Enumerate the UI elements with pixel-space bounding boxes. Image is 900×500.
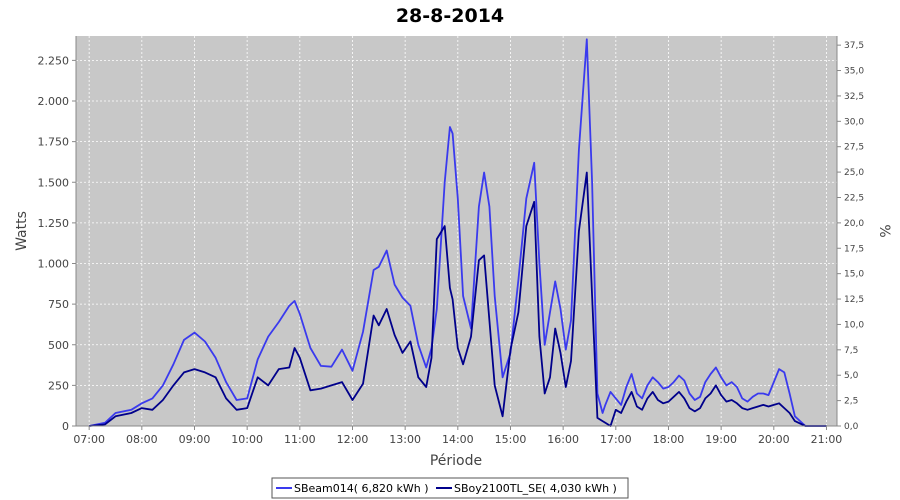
x-tick-label: 10:00	[231, 433, 263, 446]
x-tick-label: 15:00	[495, 433, 527, 446]
x-tick-label: 18:00	[653, 433, 685, 446]
y2-tick-label: 32,5	[844, 92, 864, 102]
y2-tick-label: 5,0	[844, 371, 859, 381]
x-tick-label: 07:00	[73, 433, 105, 446]
y2-tick-label: 22,5	[844, 193, 864, 203]
x-axis-label: Période	[430, 453, 482, 469]
y-tick-label: 1.750	[38, 136, 70, 149]
y-axis-label: Watts	[14, 211, 30, 251]
x-tick-label: 11:00	[284, 433, 316, 446]
x-tick-label: 13:00	[389, 433, 421, 446]
legend-label: SBeam014( 6,820 kWh )	[294, 482, 429, 495]
y2-tick-label: 15,0	[844, 270, 864, 280]
y2-tick-label: 12,5	[844, 295, 864, 305]
y-tick-label: 2.250	[38, 54, 70, 67]
series-lines	[89, 38, 827, 427]
y-axis-ticks: 0 250 500 750 1.000 1.250 1.500 1.750 2.000 2.250	[38, 54, 76, 433]
y-tick-label: 500	[48, 339, 69, 352]
y2-tick-label: 30,0	[844, 117, 864, 127]
y2-axis-ticks: 0,0 2,5 5,0 7,5 10,0 12,5 15,0 17,5 20,0 22,5 25,0…	[837, 41, 864, 432]
y-tick-label: 1.250	[38, 217, 70, 230]
legend: SBeam014( 6,820 kWh ) SBoy2100TL_SE( 4,0…	[271, 477, 629, 499]
y-tick-label: 750	[48, 298, 69, 311]
legend-label: SBoy2100TL_SE( 4,030 kWh )	[454, 482, 617, 495]
y-tick-label: 0	[62, 420, 69, 433]
x-tick-label: 17:00	[600, 433, 632, 446]
plot-area	[76, 36, 837, 426]
y-tick-label: 1.500	[38, 176, 70, 189]
y2-tick-label: 0,0	[844, 422, 859, 432]
x-tick-label: 21:00	[811, 433, 843, 446]
y2-tick-label: 2,5	[844, 397, 858, 407]
y-tick-label: 1.000	[38, 258, 70, 271]
x-axis-ticks: 07:00 08:00 09:00 10:00 11:00 12:00 13:00 14:00…	[73, 426, 842, 446]
x-tick-label: 14:00	[442, 433, 474, 446]
y2-tick-label: 17,5	[844, 244, 864, 254]
y-tick-label: 2.000	[38, 95, 70, 108]
chart-title: 28-8-2014	[396, 5, 504, 27]
x-tick-label: 19:00	[705, 433, 737, 446]
y2-axis-label: %	[876, 224, 892, 237]
y-tick-label: 250	[48, 379, 69, 392]
x-tick-label: 16:00	[547, 433, 579, 446]
x-tick-label: 12:00	[337, 433, 369, 446]
y2-tick-label: 35,0	[844, 67, 864, 77]
y2-tick-label: 10,0	[844, 320, 864, 330]
series-line	[89, 171, 827, 427]
x-tick-label: 20:00	[758, 433, 790, 446]
y2-tick-label: 37,5	[844, 41, 864, 51]
series-line	[89, 38, 827, 427]
y2-tick-label: 20,0	[844, 219, 864, 229]
y2-tick-label: 7,5	[844, 346, 858, 356]
y2-tick-label: 25,0	[844, 168, 864, 178]
x-tick-label: 08:00	[126, 433, 158, 446]
y2-tick-label: 27,5	[844, 143, 864, 153]
x-tick-label: 09:00	[179, 433, 211, 446]
